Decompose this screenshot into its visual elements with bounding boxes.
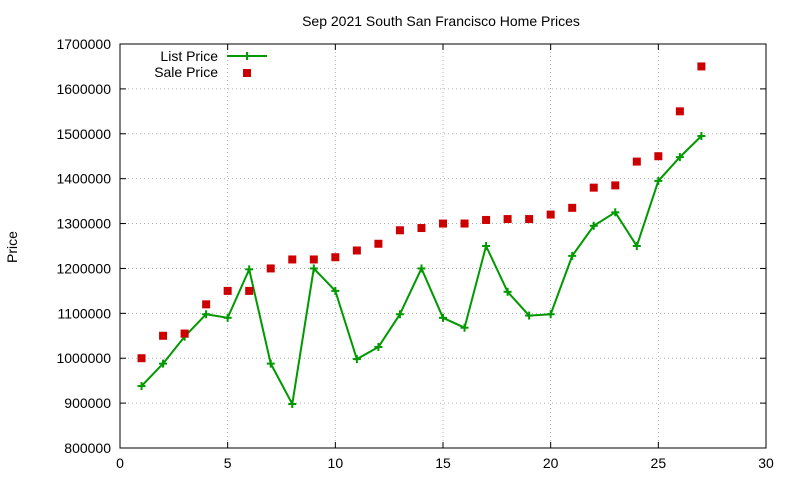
y-tick-label: 900000 bbox=[64, 395, 111, 411]
data-point-list-price bbox=[675, 153, 684, 162]
data-point-sale-price bbox=[568, 203, 577, 212]
data-point-sale-price bbox=[309, 255, 318, 264]
y-tick-label: 1600000 bbox=[56, 81, 111, 97]
x-tick-label: 15 bbox=[435, 455, 451, 471]
x-tick-label: 0 bbox=[116, 455, 124, 471]
y-axis-label: Price bbox=[4, 231, 20, 263]
x-tick-label: 5 bbox=[224, 455, 232, 471]
data-point-list-price bbox=[611, 208, 620, 217]
data-point-sale-price bbox=[374, 239, 383, 248]
data-point-sale-price bbox=[439, 219, 447, 228]
x-tick-label: 10 bbox=[328, 455, 344, 471]
data-point-sale-price bbox=[675, 107, 684, 116]
data-point-list-price bbox=[309, 264, 318, 273]
data-point-sale-price bbox=[288, 255, 297, 264]
y-tick-label: 1100000 bbox=[58, 305, 112, 321]
data-point-list-price bbox=[439, 313, 447, 322]
data-point-list-price bbox=[589, 221, 598, 230]
legend-item-sale-price: Sale Price bbox=[154, 64, 251, 80]
data-point-list-price bbox=[202, 310, 211, 319]
x-tick-label: 30 bbox=[758, 455, 774, 471]
chart-title: Sep 2021 South San Francisco Home Prices bbox=[302, 13, 580, 29]
data-point-list-price bbox=[568, 251, 577, 260]
data-point-list-price bbox=[245, 265, 254, 274]
data-point-list-price bbox=[288, 400, 297, 409]
data-point-sale-price bbox=[223, 286, 232, 295]
axes: 0 5 10 15 20 25 30 800000 900000 1000000 1100000 12… bbox=[56, 36, 774, 471]
data-point-list-price bbox=[697, 132, 706, 141]
legend-marker bbox=[243, 69, 251, 77]
data-point-list-price bbox=[546, 310, 555, 319]
data-point-list-price bbox=[352, 355, 361, 364]
data-point-sale-price bbox=[546, 210, 555, 219]
data-point-sale-price bbox=[525, 215, 534, 224]
data-point-list-price bbox=[331, 286, 340, 295]
data-point-list-price bbox=[632, 242, 641, 250]
data-point-list-price bbox=[525, 311, 534, 320]
data-point-sale-price bbox=[482, 215, 491, 224]
data-point-sale-price bbox=[245, 286, 254, 295]
data-point-sale-price bbox=[137, 354, 146, 363]
data-point-sale-price bbox=[352, 246, 361, 255]
data-point-list-price bbox=[460, 323, 469, 332]
plot-area bbox=[137, 62, 706, 409]
grid bbox=[120, 44, 766, 448]
data-point-sale-price bbox=[460, 219, 469, 228]
data-point-list-price bbox=[266, 359, 275, 368]
y-tick-label: 1700000 bbox=[56, 36, 111, 52]
y-tick-label: 1400000 bbox=[56, 171, 111, 187]
data-point-list-price bbox=[395, 310, 404, 319]
data-point-list-price bbox=[374, 343, 383, 351]
data-point-list-price bbox=[482, 242, 491, 250]
data-point-list-price bbox=[654, 176, 663, 185]
series-sale-price bbox=[137, 62, 706, 363]
y-tick-label: 800000 bbox=[64, 440, 111, 456]
legend-item-list-price: List Price bbox=[160, 48, 267, 64]
data-point-sale-price bbox=[180, 329, 189, 338]
data-point-sale-price bbox=[159, 331, 168, 340]
legend-marker bbox=[243, 52, 251, 60]
data-point-sale-price bbox=[202, 300, 211, 309]
data-point-list-price bbox=[503, 287, 512, 296]
data-point-sale-price bbox=[654, 152, 663, 161]
data-point-sale-price bbox=[331, 253, 340, 262]
x-tick-label: 25 bbox=[651, 455, 667, 471]
data-point-list-price bbox=[417, 264, 426, 273]
y-tick-label: 1200000 bbox=[56, 260, 111, 276]
data-point-sale-price bbox=[395, 226, 404, 235]
data-point-sale-price bbox=[266, 264, 275, 273]
data-point-sale-price bbox=[417, 224, 426, 233]
data-point-sale-price bbox=[589, 183, 598, 192]
data-point-sale-price bbox=[503, 215, 512, 224]
y-tick-label: 1500000 bbox=[56, 126, 111, 142]
series-list-price bbox=[137, 132, 706, 409]
y-tick-label: 1000000 bbox=[56, 350, 111, 366]
data-point-sale-price bbox=[697, 62, 706, 71]
data-point-sale-price bbox=[632, 157, 641, 166]
data-point-sale-price bbox=[611, 181, 620, 190]
data-point-list-price bbox=[223, 313, 232, 322]
legend-label: List Price bbox=[160, 48, 218, 64]
y-tick-label: 1300000 bbox=[56, 216, 111, 232]
data-point-list-price bbox=[137, 382, 146, 391]
legend-label: Sale Price bbox=[154, 64, 218, 80]
data-point-list-price bbox=[159, 359, 168, 368]
x-tick-label: 20 bbox=[543, 455, 559, 471]
